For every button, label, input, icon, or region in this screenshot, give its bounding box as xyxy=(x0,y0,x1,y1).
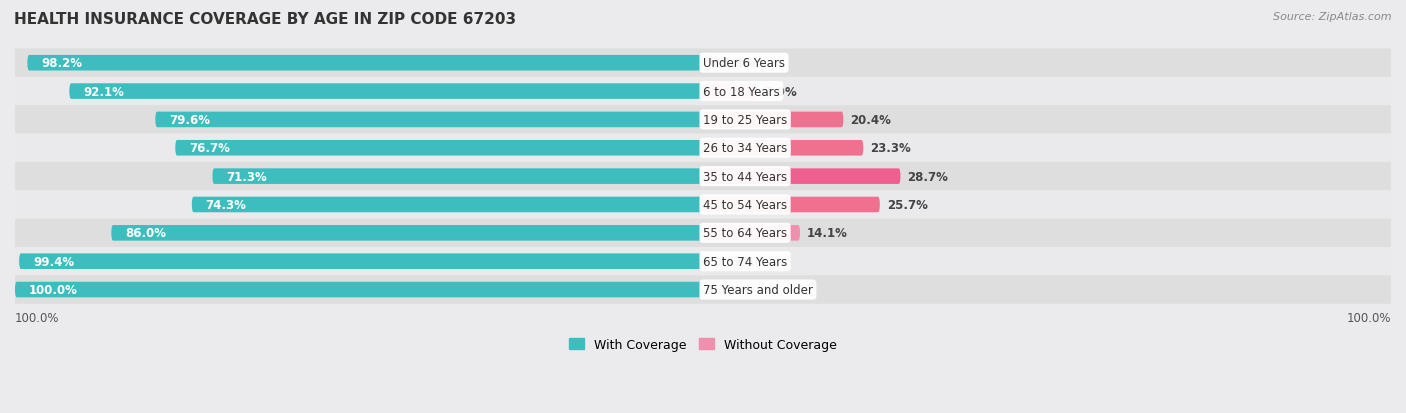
FancyBboxPatch shape xyxy=(15,78,1391,106)
Text: 92.1%: 92.1% xyxy=(83,85,124,98)
FancyBboxPatch shape xyxy=(212,169,703,185)
FancyBboxPatch shape xyxy=(20,254,703,269)
FancyBboxPatch shape xyxy=(15,191,1391,219)
Text: HEALTH INSURANCE COVERAGE BY AGE IN ZIP CODE 67203: HEALTH INSURANCE COVERAGE BY AGE IN ZIP … xyxy=(14,12,516,27)
FancyBboxPatch shape xyxy=(191,197,703,213)
Text: 28.7%: 28.7% xyxy=(907,170,948,183)
Text: 99.4%: 99.4% xyxy=(32,255,75,268)
Legend: With Coverage, Without Coverage: With Coverage, Without Coverage xyxy=(564,333,842,356)
Text: 74.3%: 74.3% xyxy=(205,199,246,211)
FancyBboxPatch shape xyxy=(111,225,703,241)
FancyBboxPatch shape xyxy=(155,112,703,128)
FancyBboxPatch shape xyxy=(15,247,1391,276)
Text: 100.0%: 100.0% xyxy=(1347,311,1391,324)
FancyBboxPatch shape xyxy=(703,254,707,269)
FancyBboxPatch shape xyxy=(15,219,1391,247)
Text: 20.4%: 20.4% xyxy=(851,114,891,127)
FancyBboxPatch shape xyxy=(703,56,716,71)
FancyBboxPatch shape xyxy=(703,169,900,185)
Text: 19 to 25 Years: 19 to 25 Years xyxy=(703,114,787,127)
Text: 79.6%: 79.6% xyxy=(169,114,209,127)
Text: 25.7%: 25.7% xyxy=(887,199,928,211)
Text: 0.57%: 0.57% xyxy=(714,255,755,268)
Text: 100.0%: 100.0% xyxy=(15,311,59,324)
FancyBboxPatch shape xyxy=(703,197,880,213)
FancyBboxPatch shape xyxy=(703,112,844,128)
Text: 7.9%: 7.9% xyxy=(765,85,797,98)
Text: 14.1%: 14.1% xyxy=(807,227,848,240)
FancyBboxPatch shape xyxy=(15,50,1391,78)
FancyBboxPatch shape xyxy=(703,84,758,100)
FancyBboxPatch shape xyxy=(15,134,1391,163)
Text: 71.3%: 71.3% xyxy=(226,170,267,183)
Text: 98.2%: 98.2% xyxy=(41,57,82,70)
FancyBboxPatch shape xyxy=(703,141,863,156)
FancyBboxPatch shape xyxy=(27,56,703,71)
FancyBboxPatch shape xyxy=(703,225,800,241)
Text: 23.3%: 23.3% xyxy=(870,142,911,155)
Text: 65 to 74 Years: 65 to 74 Years xyxy=(703,255,787,268)
FancyBboxPatch shape xyxy=(15,106,1391,134)
Text: 0.0%: 0.0% xyxy=(710,283,742,296)
Text: 1.8%: 1.8% xyxy=(723,57,755,70)
FancyBboxPatch shape xyxy=(15,276,1391,304)
Text: 76.7%: 76.7% xyxy=(188,142,231,155)
Text: 6 to 18 Years: 6 to 18 Years xyxy=(703,85,780,98)
Text: 45 to 54 Years: 45 to 54 Years xyxy=(703,199,787,211)
Text: 35 to 44 Years: 35 to 44 Years xyxy=(703,170,787,183)
FancyBboxPatch shape xyxy=(176,141,703,156)
Text: Under 6 Years: Under 6 Years xyxy=(703,57,785,70)
Text: 100.0%: 100.0% xyxy=(28,283,77,296)
Text: 26 to 34 Years: 26 to 34 Years xyxy=(703,142,787,155)
FancyBboxPatch shape xyxy=(15,163,1391,191)
Text: 86.0%: 86.0% xyxy=(125,227,166,240)
Text: Source: ZipAtlas.com: Source: ZipAtlas.com xyxy=(1274,12,1392,22)
Text: 55 to 64 Years: 55 to 64 Years xyxy=(703,227,787,240)
Text: 75 Years and older: 75 Years and older xyxy=(703,283,813,296)
FancyBboxPatch shape xyxy=(69,84,703,100)
FancyBboxPatch shape xyxy=(15,282,703,298)
